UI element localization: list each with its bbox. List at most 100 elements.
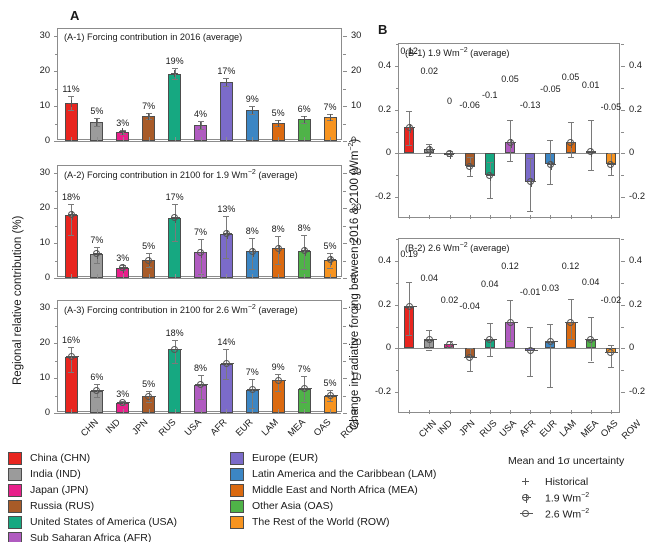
data-label-a-3-rus: 5% xyxy=(142,378,156,389)
title-sup: −2 xyxy=(247,304,256,311)
y-minor-tick-left xyxy=(396,175,399,177)
x-tick-mark xyxy=(252,137,254,141)
legend-marker-0 xyxy=(522,478,529,485)
errorbar-cap-bottom xyxy=(197,129,204,131)
errorbar-cap-bottom xyxy=(567,156,574,158)
y-minor-tick-right xyxy=(343,53,346,55)
data-label-b-2-ind: 0.04 xyxy=(420,273,439,283)
legend-region-label-5: Sub Saharan Africa (AFR) xyxy=(30,532,152,542)
data-label-b-2-afr: 0.12 xyxy=(501,261,519,271)
subplot-title-a-1: (A-1) Forcing contribution in 2016 (aver… xyxy=(64,32,243,42)
mean-marker-mea xyxy=(274,244,284,254)
errorbar-cap-bottom xyxy=(93,396,100,398)
x-axis-label-eur: EUR xyxy=(537,418,559,439)
y-tick-label-right: 0.2 xyxy=(629,103,642,114)
y-tick-label-left: 0.4 xyxy=(378,59,391,70)
y-tick-label-right: 0.2 xyxy=(629,298,642,309)
errorbar-cap-bottom xyxy=(547,184,554,185)
y-tick-label-left: 0 xyxy=(44,135,50,145)
errorbar-cap-top xyxy=(607,345,614,347)
mean-marker-afr xyxy=(506,138,516,148)
errorbar-cap-top xyxy=(197,374,204,376)
x-tick-mark xyxy=(449,410,451,414)
errorbar-cap-top xyxy=(93,246,100,248)
legend-region-label-2: Japan (JPN) xyxy=(30,484,89,496)
y-minor-tick-left xyxy=(55,88,58,90)
data-label-b-1-usa: -0.1 xyxy=(482,90,498,100)
errorbar-cap-bottom xyxy=(406,335,413,337)
x-tick-mark xyxy=(96,409,98,413)
mean-marker-ind xyxy=(423,336,437,344)
errorbar-cap-top xyxy=(249,105,256,107)
mean-marker-mea xyxy=(567,138,576,148)
data-label-b-1-eur: -0.13 xyxy=(519,100,541,110)
data-label-a-1-lam: 9% xyxy=(245,93,259,104)
errorbar-cap-bottom xyxy=(327,400,333,402)
y-tick-label-left: 0.2 xyxy=(378,298,391,309)
x-tick-mark xyxy=(304,137,306,141)
mean-marker-eur xyxy=(220,360,234,368)
title-post: (average) xyxy=(255,170,298,181)
errorbar-cap-top xyxy=(327,252,333,254)
data-label-b-2-mea: 0.12 xyxy=(561,261,580,271)
mean-marker-rus xyxy=(145,256,155,266)
y-minor-tick-left xyxy=(396,44,399,45)
subplot-b-2: (B-2) 2.6 Wm−2 (average) 0.19 0.04 0.02 -0.0… xyxy=(375,238,645,414)
mean-marker-jpn xyxy=(119,264,129,274)
legend-region-label-4: United States of America (USA) xyxy=(30,516,178,528)
data-label-a-3-usa: 18% xyxy=(165,327,184,338)
mean-marker-chn xyxy=(65,353,79,361)
data-label-a-3-oas: 7% xyxy=(297,364,311,375)
data-label-a-3-jpn: 3% xyxy=(116,389,130,400)
y-tick-label-right: 10 xyxy=(351,237,362,247)
y-tick-label-left: 0.2 xyxy=(378,103,391,114)
x-axis-label-jpn: JPN xyxy=(456,418,477,438)
y-minor-tick-right xyxy=(343,260,346,262)
x-axis-label-eur: EUR xyxy=(234,417,256,438)
errorbar-cap-top xyxy=(406,281,413,283)
y-tick-mark-left xyxy=(54,173,58,174)
x-tick-mark xyxy=(510,215,511,219)
errorbar-cap-bottom xyxy=(547,386,554,388)
x-tick-mark xyxy=(226,137,228,141)
bar-a-1-usa xyxy=(168,73,182,141)
subplot-title-b-2: (B-2) 2.6 Wm−2 (average) xyxy=(405,242,509,253)
mean-marker-chn xyxy=(403,303,417,311)
x-axis-label-mea: MEA xyxy=(578,418,600,440)
data-label-b-1-jpn: 0 xyxy=(446,96,452,106)
x-tick-mark xyxy=(590,215,592,219)
x-axis-label-usa: USA xyxy=(182,417,203,438)
mean-marker-eur xyxy=(222,230,232,240)
mean-marker-eur xyxy=(222,78,230,86)
errorbar-cap-top xyxy=(547,324,554,326)
errorbar-cap-top xyxy=(301,235,308,237)
x-tick-mark xyxy=(200,274,202,278)
errorbar-oas xyxy=(590,119,592,170)
x-tick-mark xyxy=(96,274,98,278)
mean-marker-lam xyxy=(544,338,558,346)
y-tick-label-left: 10 xyxy=(39,100,50,110)
x-axis-label-chn: CHN xyxy=(78,417,101,439)
errorbar-cap-top xyxy=(587,119,594,121)
y-tick-mark-left xyxy=(54,343,58,344)
title-sup: −2 xyxy=(459,242,468,249)
errorbar-cap-bottom xyxy=(171,362,178,364)
y-tick-label-left: 20 xyxy=(39,202,50,212)
errorbar-cap-bottom xyxy=(607,175,614,177)
x-tick-mark xyxy=(304,409,306,413)
legend-unc-sup: −2 xyxy=(581,508,590,515)
x-tick-mark xyxy=(200,409,202,413)
y-tick-mark-right xyxy=(621,65,625,67)
legend-marker-2 xyxy=(520,510,533,517)
errorbar-cap-bottom xyxy=(527,375,534,377)
mean-marker-oas xyxy=(300,115,308,123)
mean-marker-row xyxy=(607,160,617,170)
x-tick-mark xyxy=(530,410,532,414)
x-axis-label-lam: LAM xyxy=(557,418,579,439)
data-label-a-3-chn: 16% xyxy=(61,334,80,345)
legend-region2-label-2: Middle East and North Africa (MEA) xyxy=(252,484,418,496)
x-tick-mark xyxy=(278,409,280,413)
mean-marker-chn xyxy=(67,211,77,221)
y-minor-tick-left xyxy=(55,225,58,227)
y-minor-tick-right xyxy=(343,225,346,227)
